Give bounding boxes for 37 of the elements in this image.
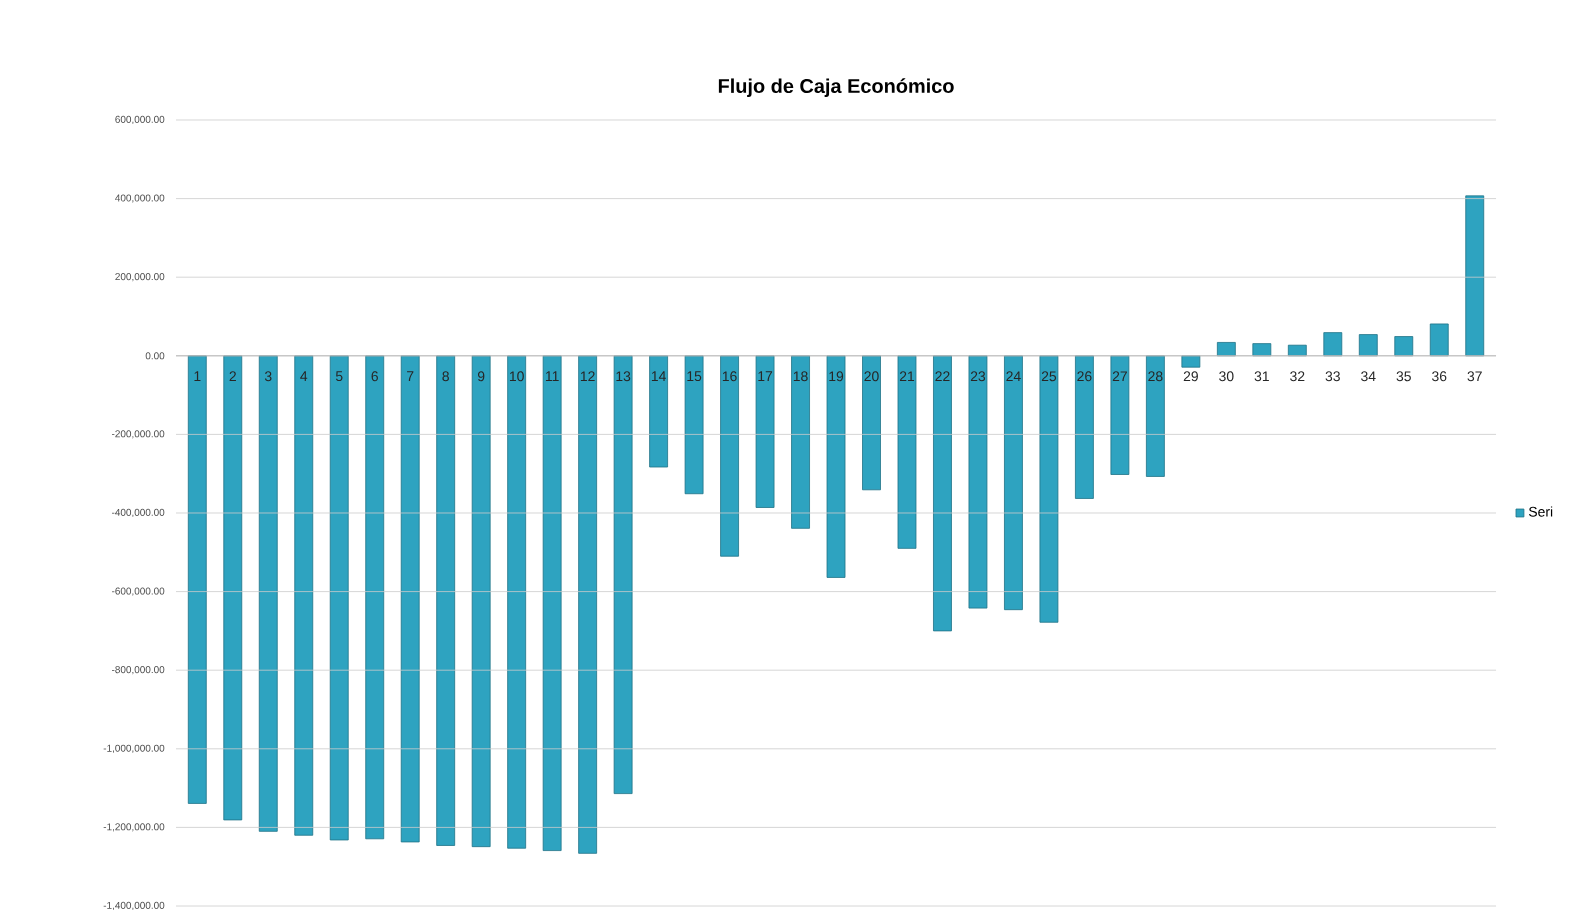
bar (542, 355, 562, 851)
bar (1429, 323, 1449, 357)
bar (1039, 355, 1059, 623)
bar (294, 355, 314, 836)
bar (1181, 355, 1201, 368)
bar (862, 355, 881, 491)
bar (1004, 355, 1023, 611)
bar (684, 355, 704, 495)
chart-title: Flujo de Caja Económico (718, 78, 954, 97)
bar (826, 355, 846, 578)
bar (1145, 355, 1165, 477)
bar (1323, 332, 1343, 357)
bar (1358, 334, 1378, 357)
bar (471, 355, 491, 848)
bar (400, 355, 420, 843)
bar (1110, 355, 1130, 475)
bar (436, 355, 456, 846)
bar (968, 355, 988, 609)
bar (365, 355, 385, 840)
bar (613, 355, 633, 794)
bar (720, 355, 739, 557)
bar (897, 355, 917, 549)
bar (649, 355, 668, 468)
bar (223, 355, 243, 821)
bar (1216, 342, 1236, 357)
bar (1252, 343, 1272, 357)
bar (1465, 195, 1485, 357)
bar (258, 355, 278, 832)
bar (1394, 336, 1414, 357)
bar (578, 355, 598, 854)
bar (933, 355, 952, 632)
bar (1075, 355, 1094, 499)
bar (791, 355, 810, 529)
bar (187, 355, 207, 804)
bar (507, 355, 527, 849)
bar (755, 355, 775, 508)
bar (329, 355, 349, 841)
